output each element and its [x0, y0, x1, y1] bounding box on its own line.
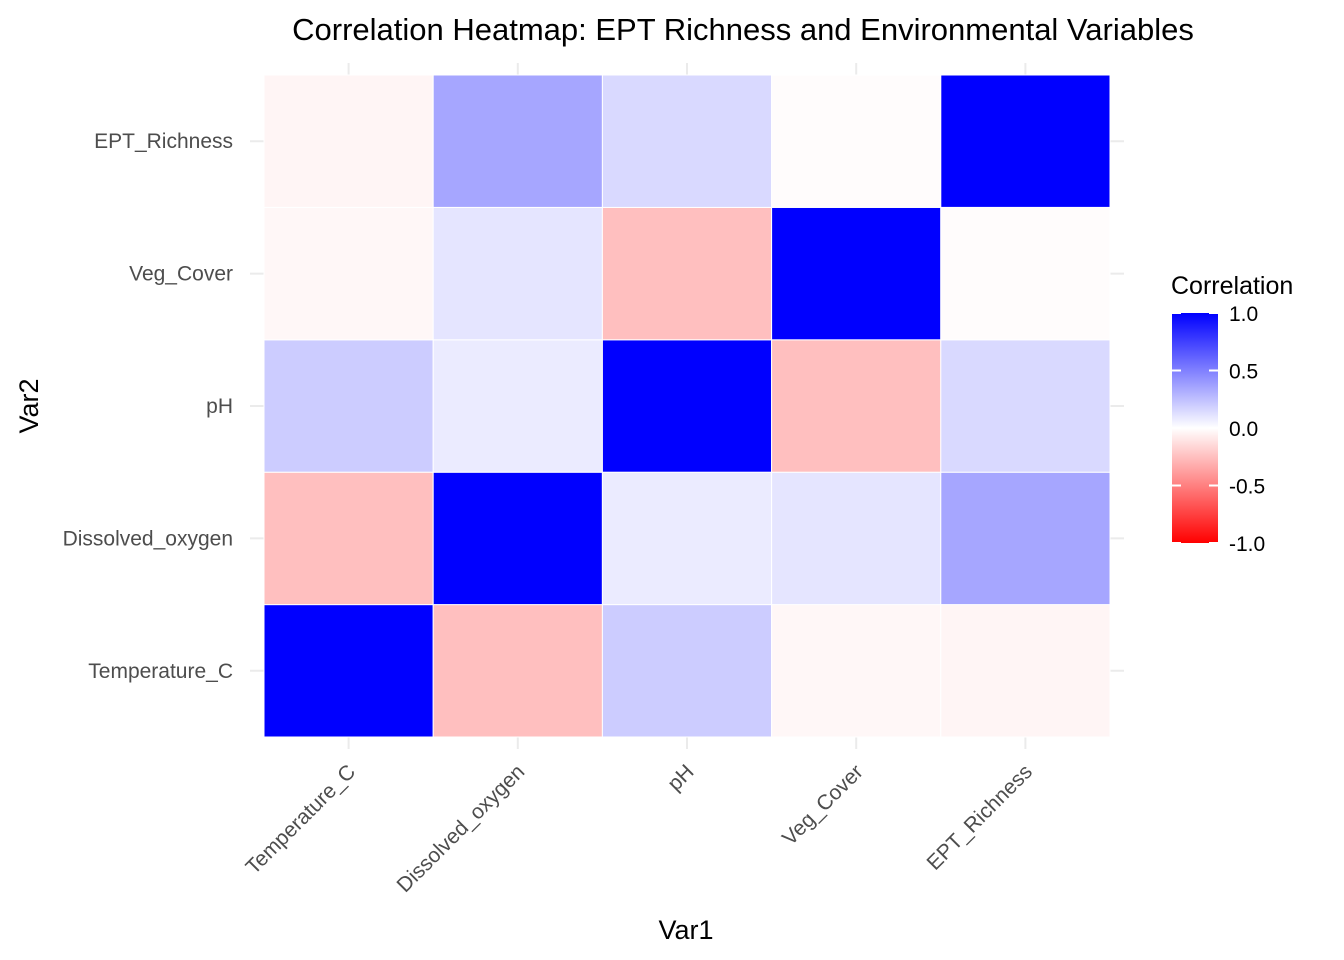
heatmap-cell: [601, 206, 773, 341]
x-tick-label: EPT_Richness: [922, 760, 1036, 874]
legend-tick-label: -0.5: [1229, 476, 1265, 499]
x-tick-label: Veg_Cover: [778, 760, 868, 850]
heatmap-cell: [601, 604, 773, 738]
y-axis-ticks: Temperature_C Dissolved_oxygen pH Veg_Cover…: [63, 130, 233, 683]
y-axis-title: Var2: [14, 378, 44, 433]
legend-tick-label: 0.0: [1229, 418, 1258, 441]
heatmap-cell: [771, 604, 942, 738]
x-axis-ticks: Temperature_C Dissolved_oxygen pH Veg_Cover…: [242, 760, 1037, 897]
x-tick-label: pH: [663, 760, 698, 795]
chart-title: Correlation Heatmap: EPT Richness and En…: [292, 12, 1194, 47]
heatmap-cell: [432, 206, 603, 341]
heatmap-cell: [940, 471, 1111, 606]
heatmap-cell: [263, 206, 434, 341]
heatmap-cell: [432, 74, 603, 208]
legend-tick-label: 1.0: [1229, 303, 1258, 326]
heatmap-cell: [771, 206, 942, 341]
y-tick-label: Temperature_C: [88, 660, 233, 683]
x-tick-label: Temperature_C: [242, 760, 361, 879]
heatmap-cell: [940, 339, 1111, 473]
heatmap-cell: [263, 604, 434, 738]
heatmap-cell: [771, 471, 942, 606]
heatmap-cell: [940, 604, 1111, 738]
legend-tick-label: 0.5: [1229, 361, 1258, 384]
heatmap-cells: [263, 74, 1111, 738]
heatmap-cell: [263, 339, 434, 473]
legend-tick-label: -1.0: [1229, 533, 1265, 556]
heatmap-cell: [771, 74, 942, 208]
heatmap-cell: [940, 74, 1111, 208]
y-tick-label: EPT_Richness: [94, 130, 233, 153]
heatmap-cell: [263, 471, 434, 606]
y-tick-label: Dissolved_oxygen: [63, 527, 233, 550]
heatmap-cell: [601, 339, 773, 473]
heatmap-cell: [771, 339, 942, 473]
legend: Correlation 1.0 0.5 0.0 -0.5 -1.0: [1171, 272, 1293, 556]
x-axis-title: Var1: [658, 915, 713, 945]
heatmap-cell: [263, 74, 434, 208]
y-tick-label: pH: [206, 395, 233, 418]
legend-title: Correlation: [1171, 272, 1293, 300]
legend-ticks: 1.0 0.5 0.0 -0.5 -1.0: [1172, 303, 1265, 556]
heatmap-cell: [601, 74, 773, 208]
heatmap-cell: [432, 471, 603, 606]
y-tick-label: Veg_Cover: [129, 263, 233, 286]
heatmap-cell: [940, 206, 1111, 341]
heatmap-cell: [432, 339, 603, 473]
heatmap-cell: [601, 471, 773, 606]
x-tick-label: Dissolved_oxygen: [393, 760, 530, 897]
heatmap-cell: [432, 604, 603, 738]
